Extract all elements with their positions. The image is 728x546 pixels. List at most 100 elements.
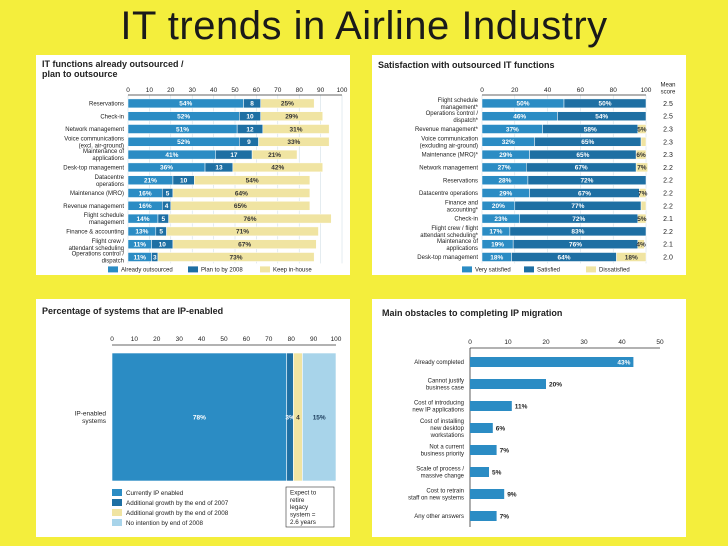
note-box <box>285 486 335 528</box>
mean-score: 2.1 <box>663 242 673 249</box>
data-label: 5% <box>637 216 647 223</box>
data-label: 6% <box>636 152 646 159</box>
x-tick-label: 20 <box>153 336 161 343</box>
data-label: 15% <box>313 415 326 422</box>
bar-segment <box>302 352 337 482</box>
category-label: Cost of installing new desktop workstation… <box>420 419 465 439</box>
data-label: 14% <box>136 216 149 223</box>
bar-segment <box>635 162 648 173</box>
data-label: 16% <box>139 190 152 197</box>
data-label: 64% <box>557 254 570 261</box>
data-label: 83% <box>571 229 584 236</box>
data-label: 11% <box>133 254 146 261</box>
bar <box>470 511 497 521</box>
legend-swatch <box>260 266 270 273</box>
bar-segment <box>166 226 319 237</box>
data-label: 67% <box>238 242 251 249</box>
x-tick-label: 60 <box>577 87 585 94</box>
bar <box>470 445 497 455</box>
data-label: 3 <box>153 254 157 261</box>
x-tick-label: 70 <box>265 336 273 343</box>
ip-obstacles-panel: Main obstacles to completing IP migratio… <box>372 299 686 537</box>
legend-label: Satisfied <box>537 267 560 273</box>
mean-score: 2.3 <box>663 152 673 159</box>
data-label: 7% <box>638 190 648 197</box>
bar-segment <box>635 149 647 160</box>
mean-score: 2.1 <box>663 216 673 223</box>
x-tick-label: 100 <box>641 87 652 94</box>
data-label: 10 <box>246 114 254 121</box>
data-label: 5% <box>637 126 647 133</box>
category-label: Datacentre operations <box>95 175 125 188</box>
legend-label: Already outsourced <box>121 267 173 273</box>
data-label: 9 <box>247 139 251 146</box>
bar-segment <box>172 188 311 198</box>
data-label: 28% <box>498 178 511 185</box>
data-label: 25% <box>281 101 294 108</box>
data-label: 4% <box>636 242 646 249</box>
category-label: Cannot justify business case <box>426 379 465 392</box>
x-tick-label: 20 <box>511 87 519 94</box>
x-tick-label: 20 <box>167 87 175 94</box>
chart-title: Main obstacles to completing IP migratio… <box>382 308 562 318</box>
data-label: 8 <box>250 101 254 108</box>
data-label: 5 <box>159 229 163 236</box>
x-tick-label: 30 <box>580 339 588 346</box>
data-label: 72% <box>572 216 585 223</box>
bar <box>470 357 634 367</box>
data-label: 42% <box>271 165 284 172</box>
satisfaction-chart: Satisfaction with outsourced IT function… <box>378 60 676 273</box>
bar-segment <box>258 137 330 147</box>
category-label: Network management <box>419 166 478 172</box>
x-tick-label: 0 <box>110 336 114 343</box>
ip-enabled-panel: Percentage of systems that are IP-enable… <box>36 299 350 537</box>
category-label: Any other answers <box>414 514 464 520</box>
category-label: Already completed <box>414 360 464 366</box>
category-label: Operations control / dispatch <box>72 252 125 265</box>
data-label: 29% <box>499 190 512 197</box>
legend-label: No intention by end of 2008 <box>126 520 204 527</box>
data-label: 32% <box>502 139 515 146</box>
x-tick-label: 60 <box>253 87 261 94</box>
data-label: 11% <box>133 242 146 249</box>
category-label: Check-in <box>454 217 478 223</box>
data-label: 76% <box>243 216 256 223</box>
data-label: 5 <box>166 190 170 197</box>
bar <box>470 423 493 433</box>
category-label: Flight crew / attendant scheduling <box>69 239 125 252</box>
legend-label: Plan to by 2008 <box>201 267 243 273</box>
bar-segment <box>557 111 647 121</box>
category-label: Not a current business priority <box>421 445 465 458</box>
data-label: 11% <box>515 404 528 411</box>
legend-label: Additional growth by the end of 2007 <box>126 500 229 507</box>
data-label: 13 <box>215 165 223 172</box>
category-label: Desk-top management <box>63 166 124 172</box>
data-label: 23% <box>494 216 507 223</box>
x-tick-label: 0 <box>468 339 472 346</box>
bar-segment <box>194 175 311 185</box>
ip-obstacles-chart: Main obstacles to completing IP migratio… <box>382 308 664 527</box>
data-label: 21% <box>268 152 281 159</box>
data-label: 12 <box>246 126 254 133</box>
bar-segment <box>640 201 647 211</box>
legend-swatch <box>112 509 122 516</box>
data-label: 67% <box>575 165 588 172</box>
x-tick-label: 20 <box>542 339 550 346</box>
bar-segment <box>262 124 330 134</box>
data-label: 18% <box>490 254 503 261</box>
data-label: 20% <box>492 203 505 210</box>
legend-swatch <box>586 266 596 273</box>
category-label: Maintenance of applications <box>437 239 478 252</box>
category-label: Maintenance (MRO)* <box>422 153 479 159</box>
category-label: Reservations <box>89 102 124 108</box>
bar-segment <box>232 162 323 173</box>
data-label: 50% <box>516 101 529 108</box>
x-tick-label: 40 <box>544 87 552 94</box>
data-label: 72% <box>580 178 593 185</box>
data-label: 5% <box>492 470 502 477</box>
bar-segment <box>637 124 647 134</box>
x-tick-label: 0 <box>126 87 130 94</box>
data-label: 67% <box>578 190 591 197</box>
x-tick-label: 50 <box>231 87 239 94</box>
category-label: Finance and accounting* <box>445 200 479 213</box>
